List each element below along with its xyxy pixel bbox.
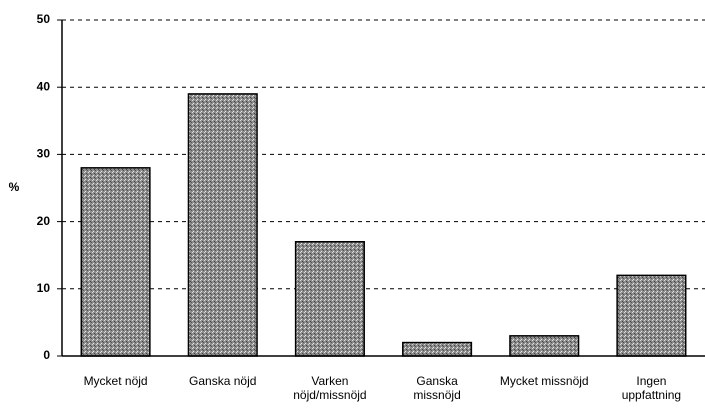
x-tick-label: Mycket nöjd xyxy=(83,374,148,388)
y-tick-label: 0 xyxy=(43,348,50,362)
x-tick-label: Ganska nöjd xyxy=(189,374,257,388)
bar xyxy=(509,335,580,357)
x-tick-label: Ganska missnöjd xyxy=(413,374,461,402)
y-axis-label: % xyxy=(9,180,20,194)
bar xyxy=(402,341,473,357)
x-tick-label: Mycket missnöjd xyxy=(499,374,589,388)
bar xyxy=(616,274,687,357)
y-tick-label: 10 xyxy=(37,281,51,295)
x-tick-label: Varken nöjd/missnöjd xyxy=(293,374,367,402)
y-tick-label: 30 xyxy=(37,147,51,161)
y-tick-label: 50 xyxy=(37,12,51,26)
y-tick-label: 40 xyxy=(37,79,51,93)
x-tick-label: Ingen uppfattning xyxy=(621,374,682,402)
bar xyxy=(187,93,258,357)
bar xyxy=(80,167,151,357)
bar xyxy=(294,241,365,357)
y-tick-label: 20 xyxy=(37,214,51,228)
